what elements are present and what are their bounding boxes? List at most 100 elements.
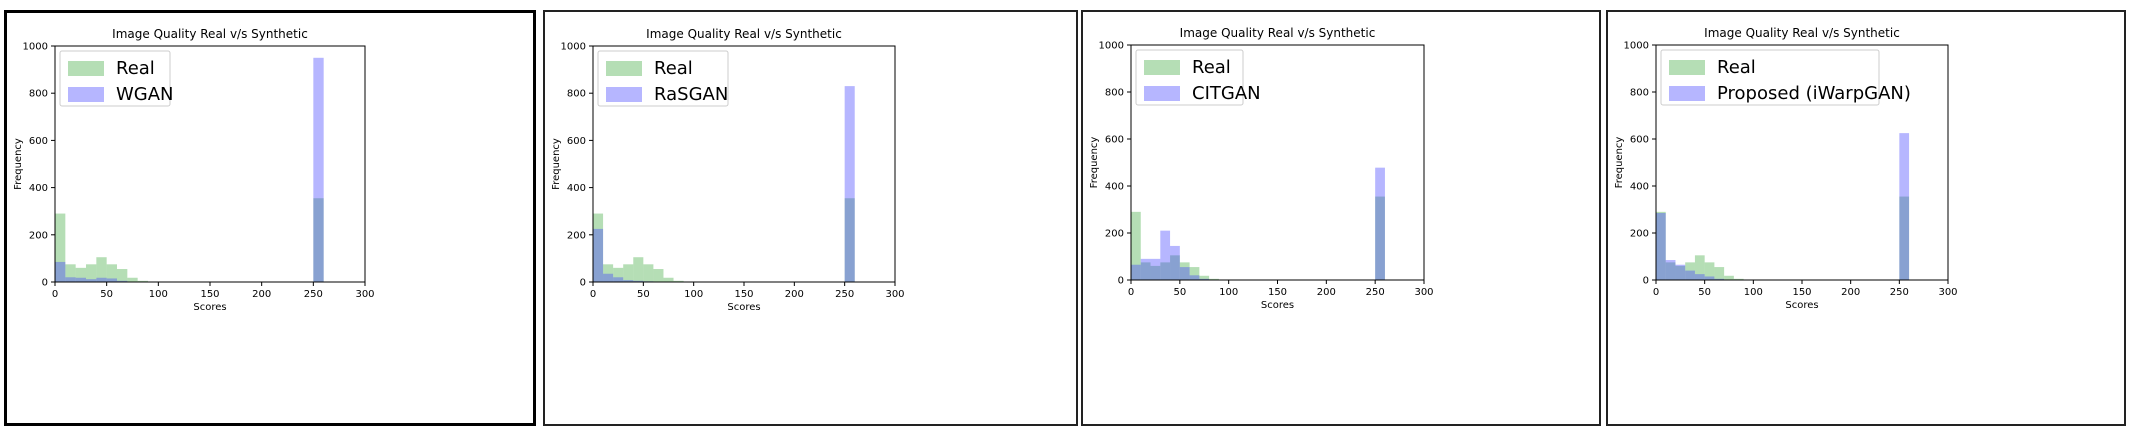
legend-swatch-real <box>606 61 642 76</box>
bar-real-20 <box>75 267 86 282</box>
bar-wgan-250 <box>313 57 324 282</box>
bar-real-50 <box>643 264 654 282</box>
bar-citgan-40 <box>1170 245 1180 280</box>
legend: Real CITGAN <box>1135 49 1261 106</box>
bar-wgan-20 <box>75 277 86 282</box>
x-tick-label: 150 <box>1792 287 1811 298</box>
legend-label-real: Real <box>1717 57 1756 78</box>
y-tick-label: 200 <box>567 230 586 241</box>
chart-title: Image Quality Real v/s Synthetic <box>112 27 308 41</box>
bar-real-80 <box>137 280 148 282</box>
legend-swatch-real <box>1669 60 1705 75</box>
x-tick-label: 200 <box>1841 287 1860 298</box>
y-tick-label: 600 <box>1105 135 1124 146</box>
bar-real-0 <box>1656 211 1666 280</box>
y-tick-label: 600 <box>29 136 48 147</box>
bar-rasgan-20 <box>613 277 624 282</box>
bar-real-50 <box>106 264 117 282</box>
x-tick-label: 100 <box>1744 287 1763 298</box>
x-tick-label: 0 <box>1128 287 1134 298</box>
bar-real-70 <box>1724 275 1734 280</box>
legend-label-wgan: WGAN <box>116 84 174 105</box>
y-tick-label: 200 <box>1630 229 1649 240</box>
y-tick-label: 800 <box>1105 88 1124 99</box>
legend-swatch-real <box>68 61 104 76</box>
bar-proposed-iwarpgan-50 <box>1704 276 1715 280</box>
histogram-chart-rasgan: Image Quality Real v/s Synthetic 0 50 100 15… <box>551 27 905 313</box>
legend-swatch-real <box>1144 60 1180 75</box>
bar-wgan-0 <box>55 261 66 282</box>
bar-real-20 <box>613 267 624 282</box>
bar-rasgan-0 <box>593 228 604 282</box>
legend-label-real: Real <box>654 58 693 79</box>
bar-proposed-iwarpgan-10 <box>1665 260 1676 280</box>
legend-label-proposed-iwarpgan: Proposed (iWarpGAN) <box>1717 83 1911 104</box>
bar-real-30 <box>86 264 97 282</box>
legend-swatch-rasgan <box>606 87 642 102</box>
bar-real-30 <box>1685 262 1695 280</box>
bar-real-70 <box>663 277 674 282</box>
bars-group <box>1131 167 1385 280</box>
x-tick-label: 300 <box>355 289 374 300</box>
bar-real-40 <box>1170 255 1180 280</box>
x-tick-label: 100 <box>1219 287 1238 298</box>
x-tick-label: 0 <box>52 289 58 300</box>
legend-box <box>597 50 729 107</box>
bar-citgan-0 <box>1131 264 1141 280</box>
bar-rasgan-30 <box>623 280 634 282</box>
bar-proposed-iwarpgan-0 <box>1656 213 1666 280</box>
y-axis-label: Frequency <box>1614 137 1625 189</box>
bar-real-80 <box>673 280 684 282</box>
bar-citgan-70 <box>1199 278 1210 280</box>
y-tick-label: 400 <box>1105 182 1124 193</box>
x-tick-label: 100 <box>684 289 703 300</box>
histogram-chart-iwarpgan: Image Quality Real v/s Synthetic 0 50 100 15… <box>1614 26 1958 311</box>
bar-rasgan-10 <box>603 273 614 282</box>
bar-real-250 <box>844 198 855 282</box>
y-tick-label: 0 <box>1643 276 1649 287</box>
bar-proposed-iwarpgan-60 <box>1714 278 1725 280</box>
legend-label-citgan: CITGAN <box>1192 83 1261 104</box>
bar-real-10 <box>65 264 76 282</box>
x-tick-label: 0 <box>590 289 596 300</box>
chart-panel-wgan: Image Quality Real v/s Synthetic 0 50 100 15… <box>4 10 536 426</box>
bar-real-60 <box>117 269 128 282</box>
y-tick-label: 400 <box>29 183 48 194</box>
bar-proposed-iwarpgan-30 <box>1685 270 1695 280</box>
bar-proposed-iwarpgan-20 <box>1675 264 1686 280</box>
bar-rasgan-40 <box>633 280 644 282</box>
x-tick-label: 100 <box>149 289 168 300</box>
x-axis-label: Scores <box>1785 300 1818 311</box>
y-tick-label: 1000 <box>1624 41 1649 52</box>
x-tick-label: 50 <box>1173 287 1186 298</box>
y-tick-label: 400 <box>1630 182 1649 193</box>
bars-group <box>593 86 855 283</box>
legend: Real Proposed (iWarpGAN) <box>1660 49 1911 106</box>
chart-title: Image Quality Real v/s Synthetic <box>1180 26 1376 40</box>
y-axis-label: Frequency <box>551 138 562 190</box>
bar-real-250 <box>313 198 324 282</box>
bar-citgan-10 <box>1140 258 1151 280</box>
y-axis-label: Frequency <box>1089 137 1100 189</box>
legend-label-real: Real <box>116 58 155 79</box>
y-tick-label: 0 <box>580 278 586 289</box>
chart-panel-rasgan: Image Quality Real v/s Synthetic 0 50 100 15… <box>543 10 1078 426</box>
x-tick-label: 150 <box>734 289 753 300</box>
chart-title: Image Quality Real v/s Synthetic <box>1704 26 1900 40</box>
bar-real-20 <box>1675 265 1686 280</box>
chart-panel-iwarpgan: Image Quality Real v/s Synthetic 0 50 100 15… <box>1606 10 2126 426</box>
legend: Real RaSGAN <box>597 50 729 107</box>
bar-wgan-40 <box>96 277 107 282</box>
x-tick-label: 150 <box>200 289 219 300</box>
chart-panel-citgan: Image Quality Real v/s Synthetic 0 50 100 15… <box>1081 10 1601 426</box>
legend-label-rasgan: RaSGAN <box>654 84 728 105</box>
bar-real-40 <box>1694 255 1705 280</box>
x-tick-label: 200 <box>1317 287 1336 298</box>
bar-citgan-250 <box>1375 167 1385 280</box>
bar-citgan-60 <box>1189 275 1200 280</box>
bar-real-0 <box>593 213 604 282</box>
x-tick-label: 50 <box>100 289 113 300</box>
bar-wgan-30 <box>86 279 97 282</box>
bar-real-60 <box>1189 267 1200 280</box>
bar-rasgan-250 <box>844 86 855 283</box>
